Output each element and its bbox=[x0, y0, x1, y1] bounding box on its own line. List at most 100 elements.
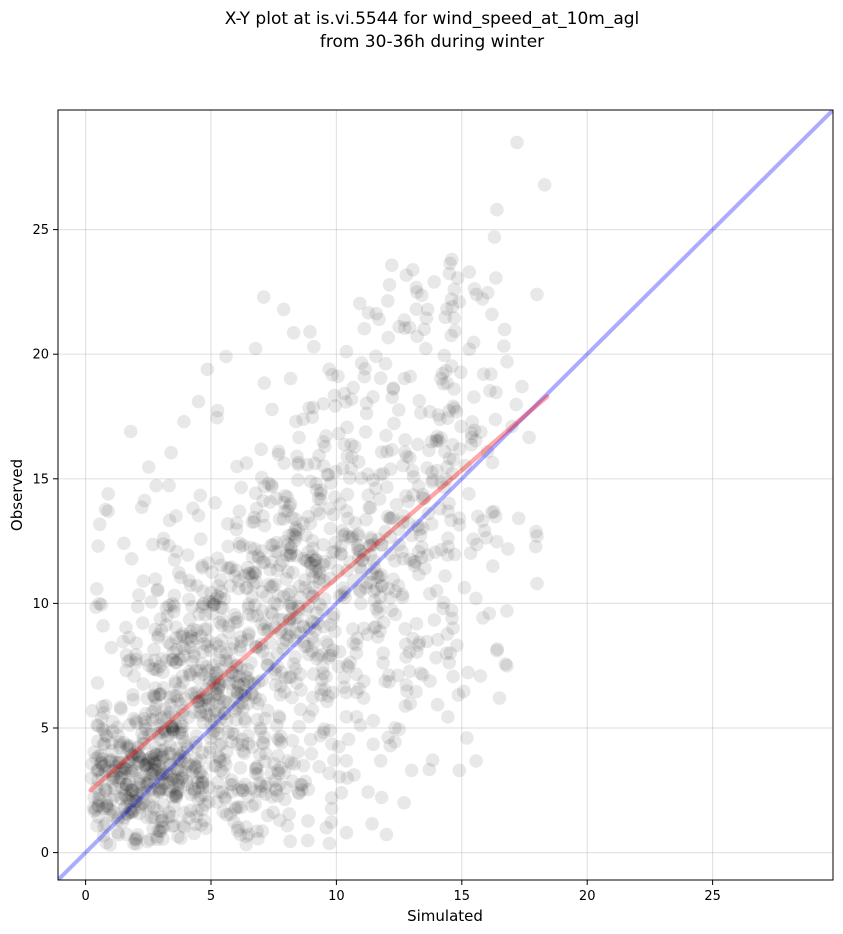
data-point bbox=[241, 601, 256, 615]
data-point bbox=[319, 820, 334, 835]
data-point bbox=[245, 550, 260, 564]
data-point bbox=[380, 509, 395, 524]
data-point bbox=[195, 561, 210, 575]
data-point bbox=[500, 658, 514, 673]
data-point bbox=[367, 561, 382, 575]
data-point bbox=[141, 460, 156, 474]
data-point bbox=[235, 783, 250, 798]
data-point bbox=[337, 671, 351, 685]
data-point bbox=[257, 518, 272, 533]
data-point bbox=[124, 752, 139, 766]
data-point bbox=[123, 653, 138, 667]
data-point bbox=[141, 784, 156, 799]
data-point bbox=[159, 601, 174, 615]
data-point bbox=[434, 431, 449, 445]
data-point bbox=[169, 631, 183, 645]
data-point bbox=[467, 423, 482, 438]
data-point bbox=[457, 580, 472, 595]
data-point bbox=[378, 524, 393, 539]
data-point bbox=[489, 385, 503, 400]
data-point bbox=[392, 537, 407, 552]
data-point bbox=[101, 487, 115, 501]
data-point bbox=[292, 579, 307, 594]
data-point bbox=[198, 608, 212, 622]
data-point bbox=[332, 740, 346, 754]
data-point bbox=[153, 732, 168, 746]
data-point bbox=[409, 616, 424, 631]
data-point bbox=[199, 682, 214, 697]
data-point bbox=[129, 652, 143, 667]
data-point bbox=[185, 764, 200, 779]
data-point bbox=[163, 690, 178, 704]
data-point bbox=[353, 560, 367, 575]
data-point bbox=[121, 754, 135, 769]
data-point bbox=[197, 693, 212, 707]
data-point bbox=[250, 608, 265, 623]
data-point bbox=[328, 535, 343, 550]
data-point bbox=[276, 612, 290, 627]
data-point bbox=[291, 522, 306, 537]
data-point bbox=[115, 781, 129, 796]
data-point bbox=[112, 775, 126, 789]
data-point bbox=[307, 339, 321, 354]
data-point bbox=[326, 611, 340, 625]
data-point bbox=[469, 287, 484, 302]
data-point bbox=[399, 678, 414, 692]
data-point bbox=[338, 590, 352, 605]
data-point bbox=[167, 770, 182, 784]
data-point bbox=[382, 675, 396, 689]
data-point bbox=[306, 615, 321, 630]
data-point bbox=[244, 686, 259, 700]
data-point bbox=[328, 464, 343, 479]
data-point bbox=[102, 764, 117, 779]
data-point bbox=[236, 701, 250, 716]
data-point bbox=[398, 622, 413, 636]
data-point bbox=[217, 753, 232, 767]
data-point bbox=[264, 478, 279, 492]
data-point bbox=[97, 706, 111, 720]
data-point bbox=[149, 747, 164, 762]
data-point bbox=[509, 397, 523, 412]
data-point bbox=[146, 746, 161, 760]
data-point bbox=[423, 587, 437, 601]
data-point bbox=[236, 538, 250, 552]
data-point bbox=[90, 718, 104, 732]
data-point bbox=[201, 795, 216, 809]
data-point bbox=[168, 788, 183, 803]
data-point bbox=[357, 547, 371, 562]
data-point bbox=[154, 810, 168, 824]
data-point bbox=[152, 687, 167, 702]
data-point bbox=[231, 783, 246, 797]
data-point bbox=[420, 302, 435, 317]
data-point bbox=[439, 364, 453, 378]
data-point bbox=[238, 683, 253, 698]
data-point bbox=[162, 710, 176, 725]
data-point bbox=[212, 699, 227, 713]
data-point bbox=[422, 762, 437, 777]
data-point bbox=[309, 651, 324, 666]
data-point bbox=[234, 480, 248, 495]
data-point bbox=[229, 516, 244, 530]
data-point bbox=[413, 666, 428, 680]
data-point bbox=[367, 554, 381, 568]
data-point bbox=[253, 723, 268, 738]
data-point bbox=[249, 761, 263, 776]
data-point bbox=[272, 512, 287, 526]
data-point bbox=[289, 521, 303, 535]
data-point bbox=[303, 557, 318, 571]
data-point bbox=[291, 599, 306, 614]
data-point bbox=[171, 763, 186, 777]
data-point bbox=[298, 573, 312, 587]
data-point bbox=[241, 736, 256, 751]
data-point bbox=[176, 818, 190, 833]
data-point bbox=[283, 548, 298, 562]
data-point bbox=[126, 750, 141, 764]
data-point bbox=[221, 696, 236, 710]
data-point bbox=[228, 569, 242, 584]
data-point bbox=[279, 572, 294, 586]
data-point bbox=[351, 551, 366, 565]
data-point bbox=[138, 719, 152, 733]
data-point bbox=[224, 560, 239, 574]
data-point bbox=[95, 768, 109, 783]
